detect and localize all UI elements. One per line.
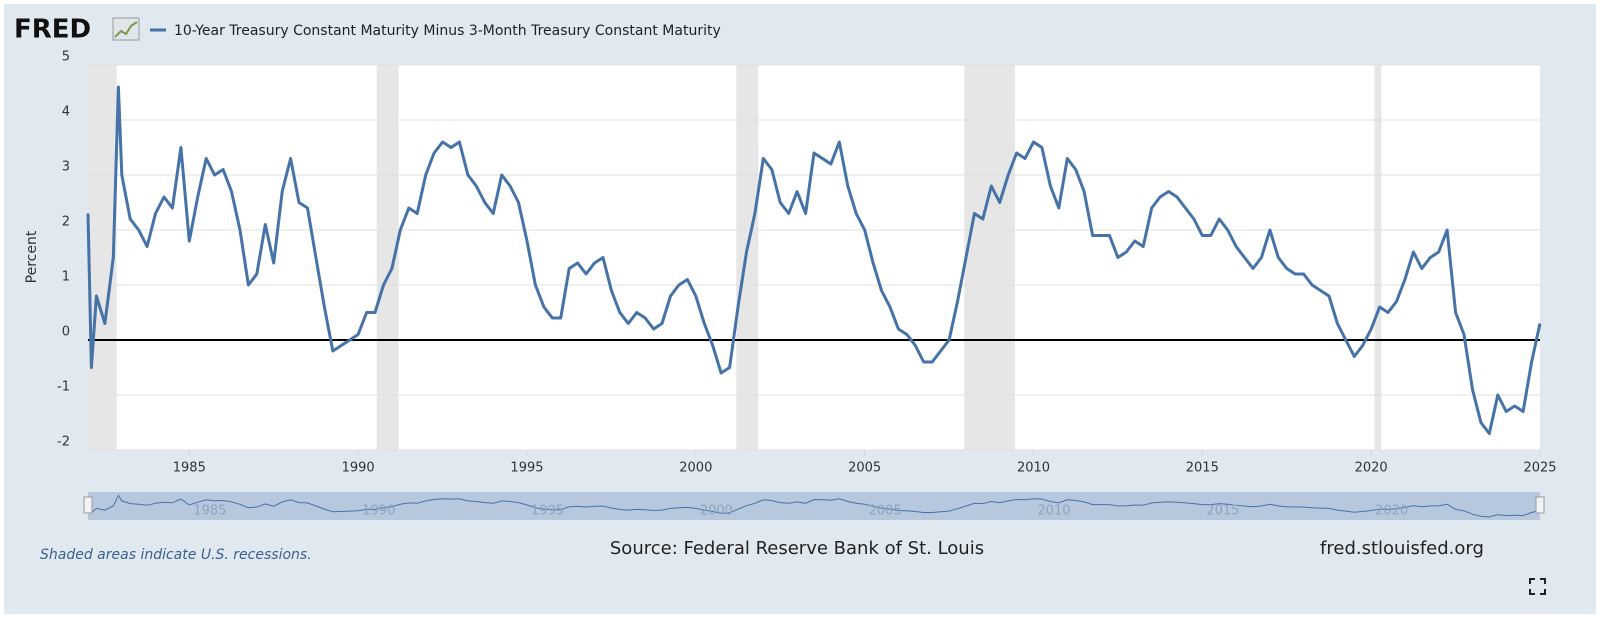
x-tick-label: 2015 (1186, 461, 1219, 476)
x-tick-label: 2025 (1523, 461, 1556, 476)
navigator-tick-label: 2020 (1375, 504, 1408, 519)
logo[interactable]: FRED (14, 15, 91, 45)
x-tick-label: 1990 (342, 461, 375, 476)
x-tick-label: 2005 (848, 461, 881, 476)
plot-area (88, 65, 1540, 450)
logo-icon (112, 17, 140, 41)
recession-band (964, 65, 1015, 450)
navigator-tick-label: 1985 (193, 504, 226, 519)
x-tick-label: 2020 (1355, 461, 1388, 476)
recession-note: Shaded areas indicate U.S. recessions. (40, 547, 312, 563)
y-tick-label: 0 (62, 325, 70, 340)
source: Source: Federal Reserve Bank of St. Loui… (610, 538, 984, 559)
navigator-tick-label: 2000 (700, 504, 733, 519)
x-tick-label: 2010 (1017, 461, 1050, 476)
x-tick-label: 2000 (679, 461, 712, 476)
y-tick-label: -2 (57, 435, 70, 450)
navigator-handle[interactable] (83, 496, 93, 514)
recession-band (376, 65, 399, 450)
x-tick-label: 1995 (510, 461, 543, 476)
x-tick-label: 1985 (173, 461, 206, 476)
y-tick-label: 1 (62, 270, 70, 285)
y-tick-label: 5 (62, 50, 70, 65)
data-line (86, 85, 1542, 435)
legend-label[interactable]: 10-Year Treasury Constant Maturity Minus… (174, 23, 721, 39)
navigator-tick-label: 1995 (531, 504, 564, 519)
site-url[interactable]: fred.stlouisfed.org (1320, 538, 1484, 559)
navigator-background (88, 492, 1540, 520)
navigator-handle[interactable] (1535, 496, 1545, 514)
y-tick-label: 4 (62, 105, 70, 120)
y-axis-label: Percent (24, 230, 40, 283)
recession-band (1374, 65, 1382, 450)
y-tick-label: 3 (62, 160, 70, 175)
y-tick-label: 2 (62, 215, 70, 230)
navigator-tick-label: 2015 (1206, 504, 1239, 519)
navigator-tick-label: 2005 (869, 504, 902, 519)
recession-band (736, 65, 759, 450)
navigator-series (87, 494, 1541, 518)
navigator-tick-label: 1990 (362, 504, 395, 519)
y-tick-label: -1 (57, 380, 70, 395)
fullscreen-icon[interactable] (1529, 578, 1546, 595)
navigator-tick-label: 2010 (1037, 504, 1070, 519)
